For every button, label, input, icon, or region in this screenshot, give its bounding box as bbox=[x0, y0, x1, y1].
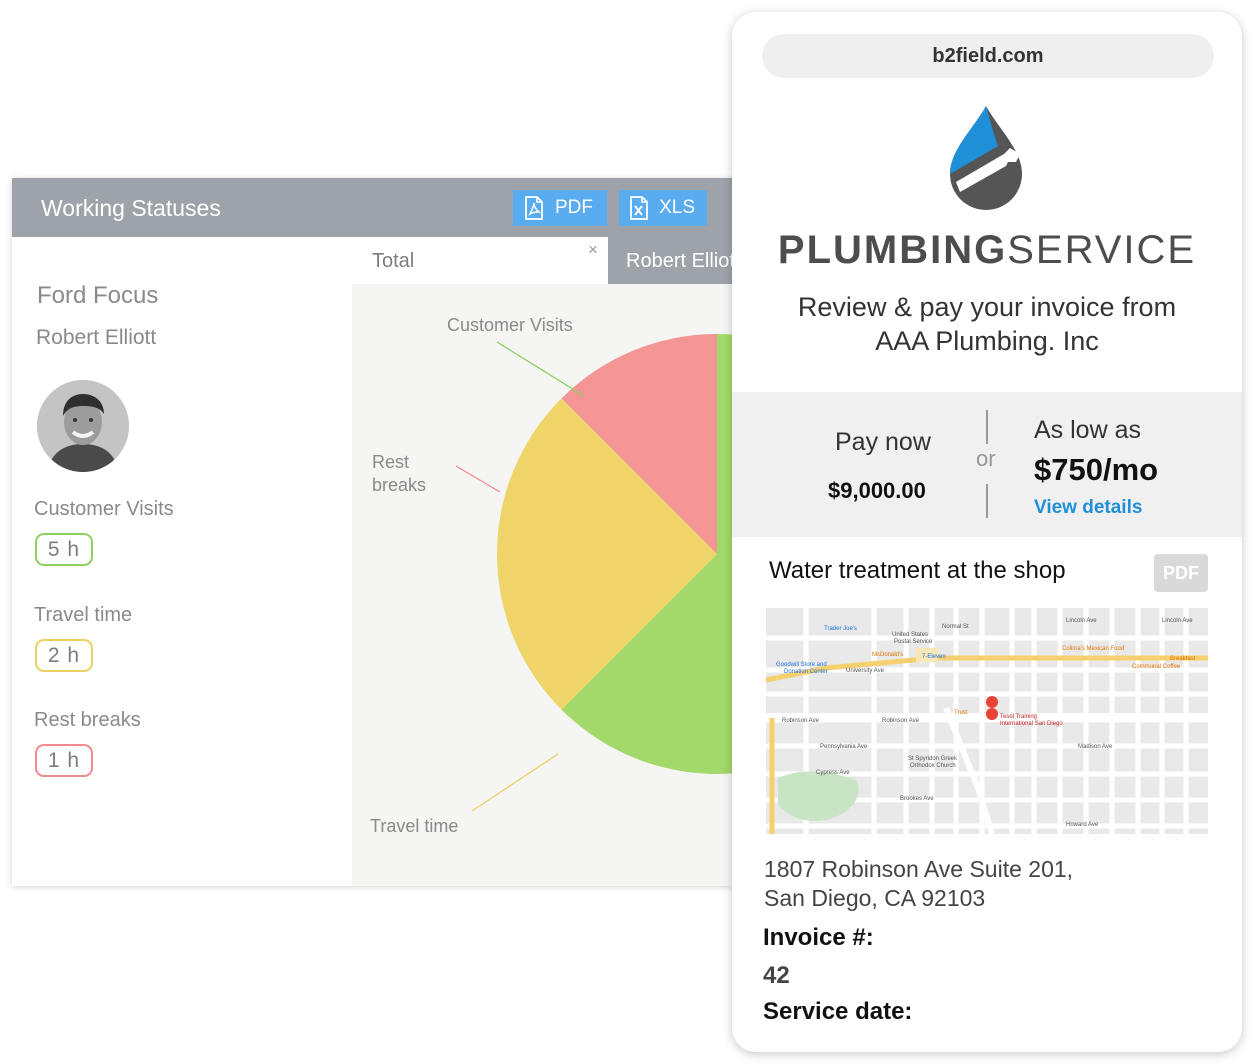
svg-text:McDonald's: McDonald's bbox=[872, 652, 903, 658]
pay-now-label[interactable]: Pay now bbox=[835, 428, 931, 456]
svg-text:International San Diego: International San Diego bbox=[1000, 721, 1063, 727]
stat-label-travel-time: Travel time bbox=[34, 604, 133, 626]
working-statuses-panel: Working Statuses PDF XLS Ford Focus Robe… bbox=[12, 178, 742, 886]
pie-leader-line-travel-time bbox=[471, 753, 559, 812]
svg-text:Trader Joe's: Trader Joe's bbox=[824, 626, 857, 632]
svg-text:Donation Center: Donation Center bbox=[784, 669, 828, 675]
svg-text:Lincoln Ave: Lincoln Ave bbox=[1162, 618, 1193, 624]
invoice-number-label: Invoice #: bbox=[763, 924, 874, 951]
svg-text:Robinson Ave: Robinson Ave bbox=[882, 718, 920, 724]
service-date-label: Service date: bbox=[763, 998, 913, 1025]
svg-text:Normal St: Normal St bbox=[942, 624, 969, 630]
brand-name-bold: PLUMBING bbox=[777, 228, 1008, 272]
location-map[interactable]: Trader Joe's United States Postal Servic… bbox=[766, 608, 1208, 834]
svg-text:Postal Service: Postal Service bbox=[894, 639, 933, 645]
vehicle-name: Ford Focus bbox=[37, 282, 159, 309]
svg-text:St Spyridon Greek: St Spyridon Greek bbox=[908, 756, 958, 762]
pdf-file-icon bbox=[523, 196, 545, 220]
tab-total[interactable]: Total × bbox=[352, 237, 608, 284]
pie-slice-customer-visits bbox=[561, 334, 742, 774]
payment-options: Pay now $9,000.00 or As low as $750/mo V… bbox=[732, 392, 1242, 537]
brand-name: PLUMBINGSERVICE bbox=[732, 228, 1242, 273]
svg-text:Trust: Trust bbox=[954, 710, 968, 716]
driver-name: Robert Elliott bbox=[36, 326, 157, 349]
avatar bbox=[37, 380, 129, 472]
pie-slice-travel-time bbox=[497, 398, 717, 710]
divider-bottom bbox=[986, 484, 988, 518]
job-title: Water treatment at the shop bbox=[769, 557, 1066, 584]
brand-name-light: SERVICE bbox=[1007, 228, 1197, 272]
pie-label-rest-breaks: Rest breaks bbox=[372, 452, 426, 495]
driver-summary: Ford Focus Robert Elliott Customer Visit… bbox=[12, 237, 352, 886]
svg-text:Madison Ave: Madison Ave bbox=[1078, 744, 1113, 750]
tab-robert-elliott[interactable]: Robert Elliott bbox=[608, 237, 742, 284]
tagline-line-2: AAA Plumbing. Inc bbox=[875, 326, 1099, 356]
invoice-number-value: 42 bbox=[763, 962, 790, 989]
pie-leader-line-customer-visits bbox=[496, 341, 585, 397]
svg-text:7-Eleven: 7-Eleven bbox=[922, 654, 946, 660]
as-low-as-label: As low as bbox=[1034, 416, 1141, 444]
invoice-tagline: Review & pay your invoice from AAA Plumb… bbox=[732, 290, 1242, 358]
panel-header: Working Statuses PDF XLS bbox=[12, 178, 742, 237]
tagline-line-1: Review & pay your invoice from bbox=[797, 292, 1177, 322]
svg-text:Communal Coffee: Communal Coffee bbox=[1132, 664, 1181, 670]
pie-leader-line-rest-breaks bbox=[455, 465, 501, 493]
export-xls-button[interactable]: XLS bbox=[619, 190, 707, 226]
water-drop-wrench-logo-icon bbox=[950, 106, 1022, 210]
svg-text:Robinson Ave: Robinson Ave bbox=[782, 718, 820, 724]
stat-label-rest-breaks: Rest breaks bbox=[34, 709, 141, 731]
divider-top bbox=[986, 410, 988, 444]
invoice-card: b2field.com PLUMBINGSERVICE Review & pay… bbox=[732, 12, 1242, 1052]
url-bar[interactable]: b2field.com bbox=[762, 34, 1214, 78]
view-details-link[interactable]: View details bbox=[1034, 497, 1143, 518]
export-pdf-label: PDF bbox=[555, 197, 593, 218]
svg-text:Howard Ave: Howard Ave bbox=[1066, 822, 1099, 828]
panel-title: Working Statuses bbox=[41, 195, 221, 221]
or-label: or bbox=[976, 446, 996, 471]
svg-text:Pennsylvania Ave: Pennsylvania Ave bbox=[820, 744, 868, 750]
address-line-2: San Diego, CA 92103 bbox=[764, 885, 986, 911]
excel-file-icon bbox=[629, 196, 649, 220]
chart-area: Total × Robert Elliott Customer Visits Re… bbox=[352, 237, 742, 886]
svg-text:Breakfast: Breakfast bbox=[1170, 656, 1196, 662]
stat-value-rest-breaks: 1 h bbox=[35, 744, 93, 777]
svg-text:Lincoln Ave: Lincoln Ave bbox=[1066, 618, 1097, 624]
svg-text:Tesol Training: Tesol Training bbox=[1000, 714, 1037, 720]
pie-label-travel-time: Travel time bbox=[370, 816, 458, 836]
pdf-download-button[interactable]: PDF bbox=[1154, 554, 1208, 592]
service-address: 1807 Robinson Ave Suite 201, San Diego, … bbox=[764, 855, 1073, 913]
close-icon[interactable]: × bbox=[588, 240, 598, 259]
export-pdf-button[interactable]: PDF bbox=[513, 190, 607, 226]
pie-label-customer-visits: Customer Visits bbox=[447, 315, 573, 335]
svg-text:Cypress Ave: Cypress Ave bbox=[816, 770, 850, 776]
svg-text:Brookes Ave: Brookes Ave bbox=[900, 796, 934, 802]
export-xls-label: XLS bbox=[659, 197, 695, 218]
stat-value-travel-time: 2 h bbox=[35, 639, 93, 672]
stat-value-customer-visits: 5 h bbox=[35, 533, 93, 566]
working-status-pie-chart: Customer Visits Rest breaks Travel time bbox=[370, 315, 742, 836]
svg-text:Orthodox Church: Orthodox Church bbox=[910, 763, 956, 769]
svg-text:Colima's Mexican Food: Colima's Mexican Food bbox=[1062, 646, 1124, 652]
pie-slice-rest-breaks bbox=[561, 334, 717, 554]
stat-label-customer-visits: Customer Visits bbox=[34, 498, 174, 520]
pay-now-amount: $9,000.00 bbox=[828, 478, 926, 503]
svg-text:Goodwill Store and: Goodwill Store and bbox=[776, 662, 827, 668]
address-line-1: 1807 Robinson Ave Suite 201, bbox=[764, 856, 1074, 882]
monthly-amount: $750/mo bbox=[1034, 452, 1159, 487]
tab-robert-elliott-label: Robert Elliott bbox=[626, 250, 741, 272]
svg-text:University Ave: University Ave bbox=[846, 668, 885, 674]
svg-text:United States: United States bbox=[892, 632, 928, 638]
tab-total-label: Total bbox=[372, 250, 415, 272]
